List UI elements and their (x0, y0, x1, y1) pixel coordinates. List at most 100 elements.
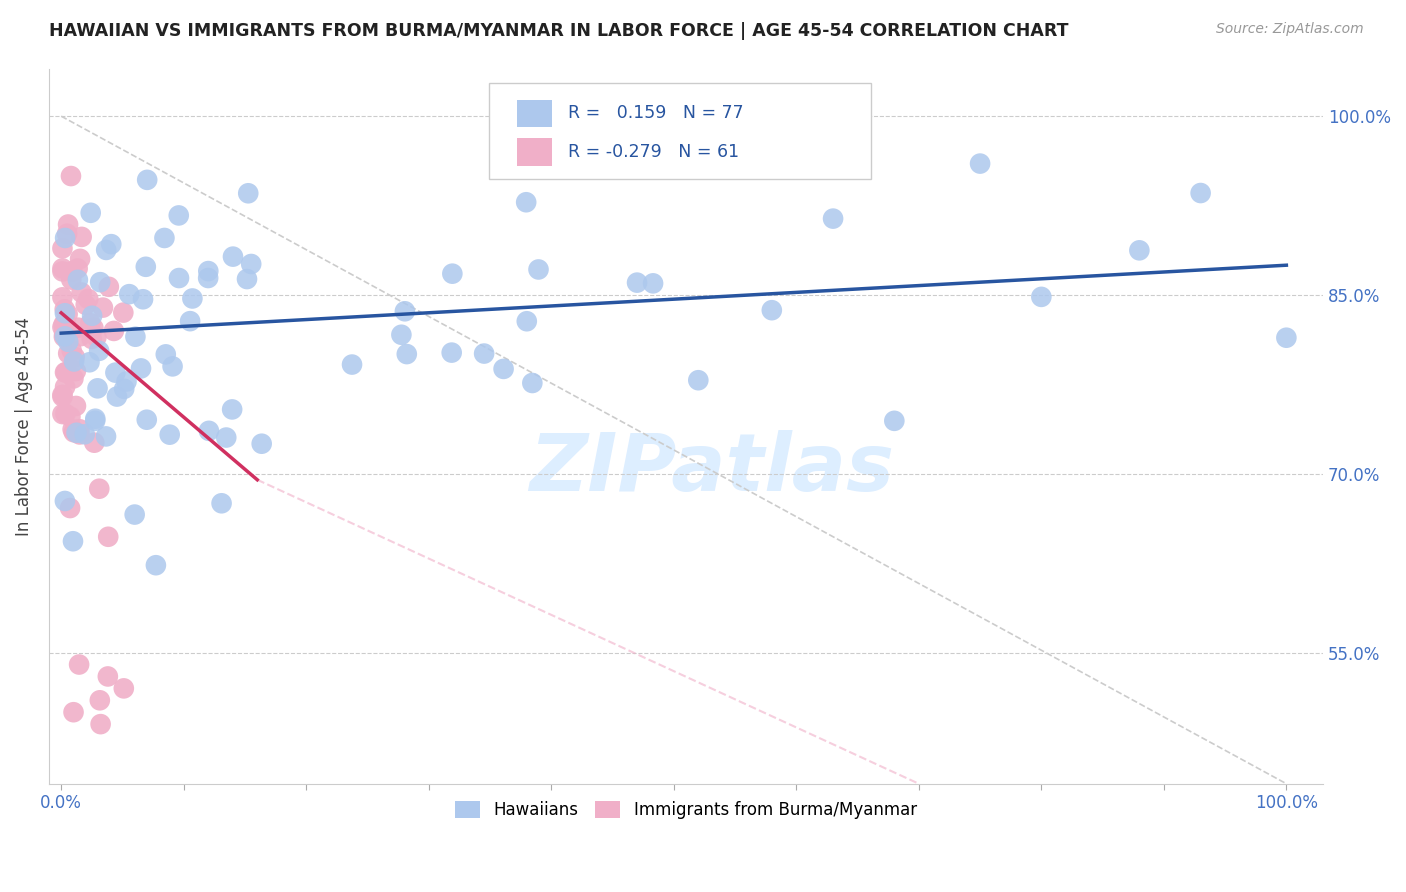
Point (181, 292, 204, 306)
Point (112, 382, 135, 396)
Point (197, 264, 219, 278)
Point (90, 717, 112, 731)
Point (62, 371, 84, 385)
Point (211, 496, 233, 510)
Point (129, 361, 152, 376)
Legend: Hawaiians, Immigrants from Burma/Myanmar: Hawaiians, Immigrants from Burma/Myanmar (449, 794, 924, 825)
Point (969, 156, 991, 170)
Point (240, 257, 263, 271)
Point (58, 346, 80, 360)
Point (441, 267, 464, 281)
Point (53, 380, 76, 394)
Point (145, 558, 167, 573)
Point (527, 262, 550, 277)
Point (59, 169, 82, 183)
Point (67, 320, 90, 334)
Point (56, 227, 79, 241)
Point (89, 482, 111, 496)
Point (65, 364, 87, 378)
Point (86, 330, 108, 344)
Text: ZIPatlas: ZIPatlas (529, 430, 894, 508)
Point (100, 237, 122, 252)
Point (97, 280, 120, 294)
Point (215, 431, 238, 445)
Point (84, 414, 107, 428)
Point (51, 261, 73, 276)
Point (66, 273, 89, 287)
Point (112, 681, 135, 696)
Point (394, 304, 416, 318)
Point (626, 276, 648, 290)
Point (89, 275, 111, 289)
Point (70, 230, 93, 244)
FancyBboxPatch shape (488, 83, 870, 179)
Point (641, 277, 664, 291)
Point (65, 399, 87, 413)
Point (80, 206, 103, 220)
Point (63, 354, 86, 368)
Point (70, 285, 93, 300)
Point (515, 195, 537, 210)
Point (1275, 331, 1298, 345)
Point (96, 243, 118, 257)
Point (59, 409, 82, 424)
Point (167, 209, 190, 223)
Point (73, 427, 96, 442)
Text: Source: ZipAtlas.com: Source: ZipAtlas.com (1216, 22, 1364, 37)
Point (52, 318, 75, 332)
Point (97, 530, 120, 544)
Point (62, 534, 84, 549)
Point (69, 427, 91, 442)
Point (62, 425, 84, 440)
Y-axis label: In Labor Force | Age 45-54: In Labor Force | Age 45-54 (15, 317, 32, 535)
Point (1189, 186, 1212, 200)
Point (67, 657, 90, 672)
Point (69, 252, 91, 266)
Point (60, 272, 83, 286)
Point (136, 173, 159, 187)
Point (124, 508, 146, 522)
Point (883, 414, 905, 428)
Point (94, 429, 117, 443)
Point (51, 290, 73, 304)
Point (1031, 290, 1053, 304)
Point (221, 402, 243, 417)
Point (53, 326, 76, 341)
Point (87, 343, 110, 358)
Point (153, 231, 176, 245)
Point (53, 302, 76, 317)
Point (51, 264, 73, 278)
Point (340, 358, 363, 372)
Point (105, 390, 128, 404)
Text: HAWAIIAN VS IMMIGRANTS FROM BURMA/MYANMAR IN LABOR FORCE | AGE 45-54 CORRELATION: HAWAIIAN VS IMMIGRANTS FROM BURMA/MYANMA… (49, 22, 1069, 40)
Point (135, 260, 157, 274)
Point (395, 347, 418, 361)
Point (159, 427, 181, 442)
Point (118, 287, 141, 301)
Bar (516, 100, 553, 127)
Point (53, 329, 76, 343)
Point (55, 365, 77, 379)
Point (66, 261, 89, 276)
Text: R =   0.159   N = 77: R = 0.159 N = 77 (568, 104, 744, 122)
Point (238, 186, 260, 201)
Point (51, 241, 73, 255)
Point (79, 316, 101, 330)
Point (522, 376, 544, 390)
Point (198, 424, 221, 438)
Point (236, 272, 259, 286)
Point (63, 350, 86, 364)
Point (51, 320, 73, 334)
Point (86, 381, 108, 395)
Point (565, 150, 588, 164)
Point (53, 306, 76, 320)
Point (222, 250, 245, 264)
Point (53, 494, 76, 508)
Point (58, 334, 80, 349)
Point (132, 292, 155, 306)
Point (112, 305, 135, 319)
Point (69, 422, 91, 436)
Point (53, 365, 76, 379)
Point (55, 314, 77, 328)
Point (823, 211, 845, 226)
